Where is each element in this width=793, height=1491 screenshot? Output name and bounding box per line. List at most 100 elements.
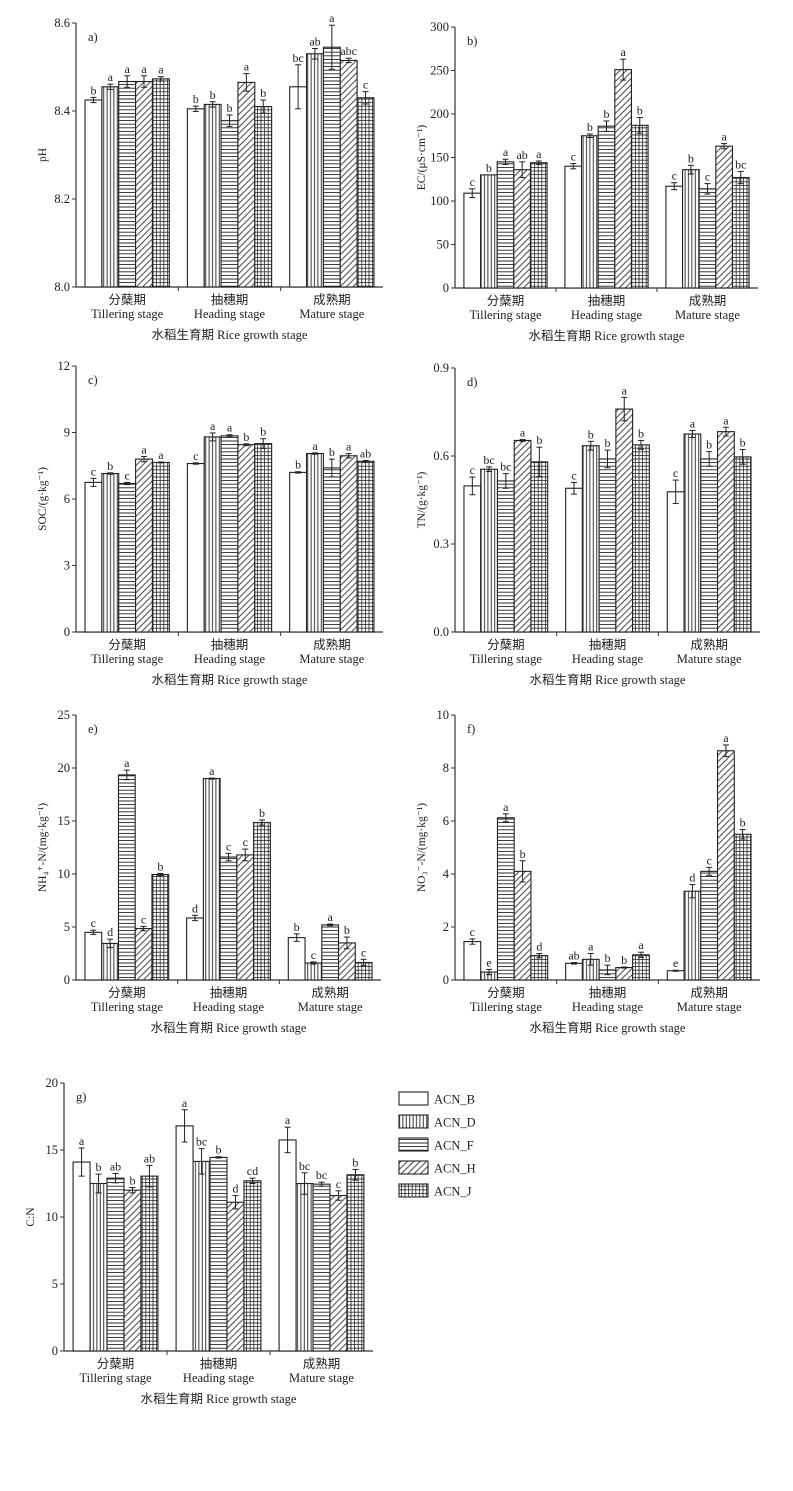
x-axis-label: 水稻生育期 Rice growth stage (151, 1020, 307, 1035)
bar-acn-d-2 (203, 103, 222, 288)
bar-acn-j-1 (151, 461, 170, 633)
bar-acn-f-1 (496, 817, 515, 981)
y-tick-label: 12 (58, 359, 71, 373)
significance-letter: a (108, 70, 114, 84)
y-tick-label: 0 (64, 973, 70, 987)
bar-acn-h-1 (513, 870, 532, 981)
y-tick-label: 0 (443, 973, 449, 987)
bar-acn-d-3 (306, 453, 324, 633)
significance-letter: c (470, 463, 475, 477)
bar-acn-h-3 (716, 750, 735, 981)
significance-letter: b (605, 951, 611, 965)
bar-acn-h-1 (134, 928, 153, 981)
significance-letter: b (344, 923, 350, 937)
x-category-label-en: Tillering stage (91, 307, 164, 321)
significance-letter: b (605, 436, 611, 450)
legend-label: ACN_B (434, 1093, 475, 1107)
bar-acn-b-3 (666, 491, 685, 633)
x-category-label-en: Mature stage (299, 307, 364, 321)
bar-acn-j-1 (140, 1175, 159, 1352)
y-tick-label: 3 (64, 559, 70, 573)
x-category-label-en: Tillering stage (470, 1000, 543, 1014)
panel-label: f) (467, 722, 475, 736)
x-category-label-en: Tillering stage (91, 1000, 164, 1014)
panel-label: d) (467, 375, 477, 389)
y-tick-label: 300 (430, 20, 449, 34)
x-category-label-en: Mature stage (299, 652, 364, 666)
significance-letter: b (295, 458, 301, 472)
bar-acn-j-3 (356, 460, 375, 633)
bar-acn-d-2 (581, 445, 600, 633)
x-category-label-cn: 分蘖期 (97, 1356, 135, 1371)
legend-swatch (398, 1183, 429, 1198)
significance-letter: c (470, 175, 475, 189)
bar-acn-f-2 (220, 435, 239, 633)
x-category-label-en: Heading stage (183, 1371, 255, 1385)
panel-label: a) (88, 30, 98, 44)
significance-letter: b (157, 859, 163, 873)
significance-letter: a (312, 439, 318, 453)
significance-letter: ab (144, 1151, 155, 1165)
significance-letter: bc (316, 1168, 327, 1182)
y-tick-label: 0 (64, 625, 70, 639)
significance-letter: b (604, 107, 610, 121)
bar-acn-f-1 (496, 161, 515, 289)
bar-acn-d-3 (306, 53, 324, 288)
significance-letter: bc (483, 453, 494, 467)
x-category-label-cn: 抽穗期 (589, 638, 627, 652)
significance-letter: ab (110, 1159, 121, 1173)
y-tick-label: 0.9 (433, 361, 449, 375)
significance-letter: e (673, 956, 678, 970)
significance-letter: c (91, 464, 96, 478)
y-tick-label: 5 (52, 1277, 58, 1291)
significance-letter: b (210, 88, 216, 102)
legend-label: ACN_D (434, 1116, 476, 1130)
legend-swatch (398, 1114, 429, 1129)
bar-acn-b-1 (84, 99, 103, 288)
significance-letter: c (141, 912, 146, 926)
x-category-label-cn: 抽穗期 (588, 294, 626, 308)
x-axis-label: 水稻生育期 Rice growth stage (530, 1020, 686, 1035)
significance-letter: a (158, 63, 164, 77)
x-category-label-cn: 成熟期 (311, 985, 349, 1000)
significance-letter: a (328, 910, 334, 924)
significance-letter: abc (340, 44, 357, 58)
bar-acn-b-1 (463, 192, 482, 289)
significance-letter: c (226, 839, 231, 853)
bar-acn-j-3 (346, 1174, 365, 1352)
bar-acn-j-1 (151, 873, 170, 981)
bar-acn-h-3 (339, 59, 358, 288)
y-tick-label: 200 (430, 107, 449, 121)
significance-letter: b (740, 436, 746, 450)
significance-letter: b (329, 445, 335, 459)
bar-acn-d-1 (479, 174, 498, 289)
bar-acn-h-3 (329, 1195, 348, 1352)
legend-item-acn-j: ACN_J (398, 1183, 472, 1199)
y-tick-label: 8.0 (54, 280, 70, 294)
bar-acn-b-3 (666, 970, 685, 981)
panel-label: c) (88, 373, 98, 387)
x-category-label-cn: 分蘖期 (108, 985, 146, 1000)
y-axis-label: NO₃⁻-N/(mg·kg⁻¹) (416, 803, 428, 892)
y-tick-label: 20 (46, 1076, 59, 1090)
bar-acn-d-1 (89, 1182, 108, 1352)
bar-acn-f-3 (312, 1183, 331, 1352)
bar-acn-f-3 (700, 458, 719, 633)
x-category-label-cn: 成熟期 (690, 985, 728, 1000)
panel-label: e) (88, 722, 98, 736)
y-tick-label: 4 (443, 867, 450, 881)
x-axis-label: 水稻生育期 Rice growth stage (152, 672, 308, 687)
bar-acn-b-1 (463, 485, 482, 633)
y-axis-label: SOC/(g·kg⁻¹) (37, 467, 49, 531)
legend-item-acn-b: ACN_B (398, 1091, 475, 1107)
significance-letter: c (193, 449, 198, 463)
significance-letter: a (158, 448, 164, 462)
significance-letter: b (193, 92, 199, 106)
x-axis-label: 水稻生育期 Rice growth stage (141, 1391, 297, 1406)
bar-acn-b-1 (463, 941, 482, 981)
significance-letter: b (638, 426, 644, 440)
bar-acn-d-1 (101, 472, 120, 633)
y-tick-label: 10 (46, 1210, 59, 1224)
